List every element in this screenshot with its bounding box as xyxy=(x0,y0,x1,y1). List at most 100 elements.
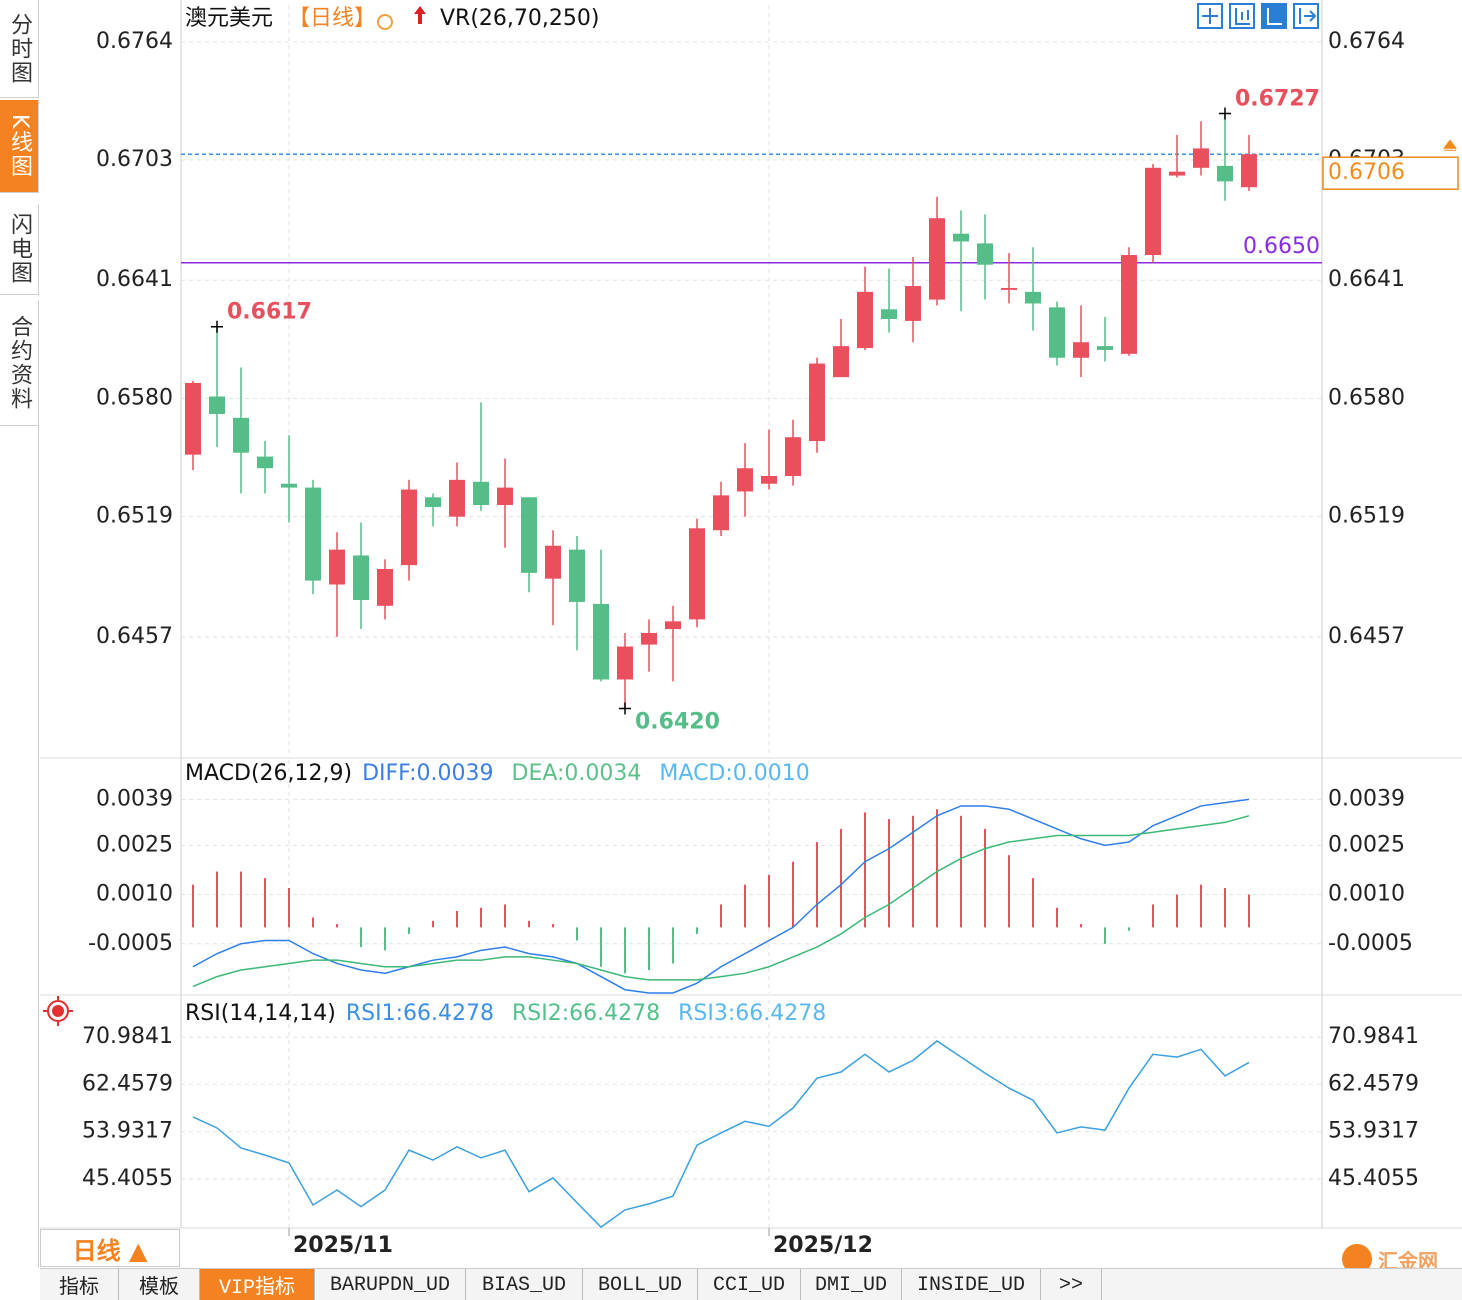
y-tick-label: 0.6641 xyxy=(96,267,173,292)
candle-body xyxy=(329,549,345,585)
candle-body xyxy=(1193,148,1209,168)
candle-body xyxy=(425,497,441,507)
y-tick-label-right: 0.6580 xyxy=(1328,385,1405,410)
y-tick-label: 0.6764 xyxy=(96,29,173,54)
candle-body xyxy=(473,481,489,506)
candle-body xyxy=(881,309,897,319)
y-tick-label: 0.6519 xyxy=(96,504,173,529)
candle-body xyxy=(617,646,633,680)
legend-entry: DIFF:0.0039 xyxy=(362,761,493,786)
extreme-marker xyxy=(211,320,223,333)
legend-entry: MACD:0.0010 xyxy=(659,761,809,786)
y-tick-label-right: 0.0039 xyxy=(1328,786,1405,811)
extreme-marker xyxy=(1219,107,1231,120)
sun-icon[interactable] xyxy=(43,996,73,1026)
y-tick-label: 53.9317 xyxy=(82,1119,173,1144)
candle-body xyxy=(1145,167,1161,256)
candle-body xyxy=(1097,346,1113,350)
tab-bar: 指标 模板 VIP指标 BARUPDN_UD BIAS_UD BOLL_UD CCI_UD D… xyxy=(40,1268,1462,1300)
candle-body xyxy=(1169,171,1185,176)
candle-body xyxy=(1121,255,1137,354)
y-tick-label-right: 62.4579 xyxy=(1328,1071,1419,1096)
y-tick-label-right: 0.6641 xyxy=(1328,267,1405,292)
side-panel xyxy=(0,426,39,1268)
candle-body xyxy=(713,495,729,531)
side-tab[interactable]: 合约资料 xyxy=(0,300,39,426)
y-tick-label-right: 0.6519 xyxy=(1328,504,1405,529)
level-label: 0.6650 xyxy=(1243,234,1320,259)
last-price-label: 0.6706 xyxy=(1328,160,1405,185)
panel-title: RSI(14,14,14) xyxy=(185,1001,336,1026)
indicator-label: VR(26,70,250) xyxy=(440,6,599,31)
period-label: 【日线】 xyxy=(288,6,376,31)
candle-body xyxy=(593,603,609,680)
series-line xyxy=(192,798,1250,994)
side-tab[interactable]: 分时图 xyxy=(0,0,39,98)
side-tab[interactable]: K线图 xyxy=(0,100,39,193)
arrow-icon xyxy=(414,6,426,24)
bottom-tab[interactable]: BIAS_UD xyxy=(466,1269,583,1300)
last-price-box xyxy=(1322,156,1459,190)
last-price-arrow xyxy=(1443,139,1457,151)
candle-body xyxy=(449,479,465,517)
x-tick-label: 2025/12 xyxy=(773,1233,873,1258)
y-tick-label-right: 0.0010 xyxy=(1328,882,1405,907)
bottom-tab[interactable]: 指标 xyxy=(40,1269,119,1300)
panel-title: 澳元美元 xyxy=(185,6,273,31)
y-tick-label-right: 53.9317 xyxy=(1328,1119,1419,1144)
candle-body xyxy=(1073,342,1089,358)
candle-body xyxy=(545,545,561,579)
bottom-tab[interactable]: 模板 xyxy=(119,1269,200,1300)
candle-body xyxy=(761,475,777,484)
y-tick-label: 62.4579 xyxy=(82,1071,173,1096)
bottom-tab[interactable]: BARUPDN_UD xyxy=(315,1269,466,1300)
y-tick-label: -0.0005 xyxy=(88,931,173,956)
bottom-tab[interactable]: INSIDE_UD xyxy=(902,1269,1041,1300)
candle-body xyxy=(905,286,921,321)
extreme-marker xyxy=(619,702,631,715)
side-tab-label: 合约资料 xyxy=(7,314,32,411)
candle-body xyxy=(1217,165,1233,182)
y-tick-label-right: 0.6457 xyxy=(1328,624,1405,649)
candle-body xyxy=(953,233,969,242)
candle-body xyxy=(833,346,849,378)
y-tick-label: 0.6457 xyxy=(96,624,173,649)
chart: 0.67640.67640.67030.67030.66410.66410.65… xyxy=(40,0,1462,1258)
bottom-tab[interactable]: BOLL_UD xyxy=(583,1269,698,1300)
y-tick-label-right: 45.4055 xyxy=(1328,1166,1419,1191)
period-icon[interactable] xyxy=(377,14,393,30)
extreme-label: 0.6617 xyxy=(227,300,312,325)
bottom-tab[interactable]: DMI_UD xyxy=(801,1269,902,1300)
y-tick-label: 0.0025 xyxy=(96,832,173,857)
candle-body xyxy=(977,243,993,265)
candle-body xyxy=(1049,307,1065,358)
candle-body xyxy=(857,291,873,349)
candle-body xyxy=(497,487,513,506)
candle-body xyxy=(1025,291,1041,304)
candle-body xyxy=(305,487,321,581)
side-tab[interactable]: 闪电图 xyxy=(0,204,39,295)
candle-body xyxy=(785,437,801,476)
candle-body xyxy=(929,218,945,300)
candle-body xyxy=(737,468,753,492)
bottom-tab[interactable]: >> xyxy=(1041,1269,1102,1300)
candle-body xyxy=(233,417,249,453)
candle-body xyxy=(1241,154,1257,188)
period-button[interactable]: 日线 ▲ xyxy=(40,1229,180,1267)
candle-body xyxy=(401,489,417,566)
bottom-tab[interactable]: CCI_UD xyxy=(698,1269,801,1300)
series-line xyxy=(192,815,1250,988)
y-tick-label: 0.0039 xyxy=(96,786,173,811)
candle-body xyxy=(257,456,273,469)
bottom-tab[interactable]: VIP指标 xyxy=(200,1269,315,1300)
series-line xyxy=(192,1040,1250,1229)
y-tick-label: 70.9841 xyxy=(82,1024,173,1049)
toolbar-icons[interactable] xyxy=(1197,3,1319,29)
side-tab-label: 分时图 xyxy=(7,12,32,85)
candle-body xyxy=(281,483,297,488)
extreme-label: 0.6420 xyxy=(635,710,720,735)
candle-body xyxy=(569,549,585,602)
legend-entry: RSI2:66.4278 xyxy=(512,1001,660,1026)
y-tick-label-right: 0.0025 xyxy=(1328,832,1405,857)
x-tick-label: 2025/11 xyxy=(293,1233,393,1258)
